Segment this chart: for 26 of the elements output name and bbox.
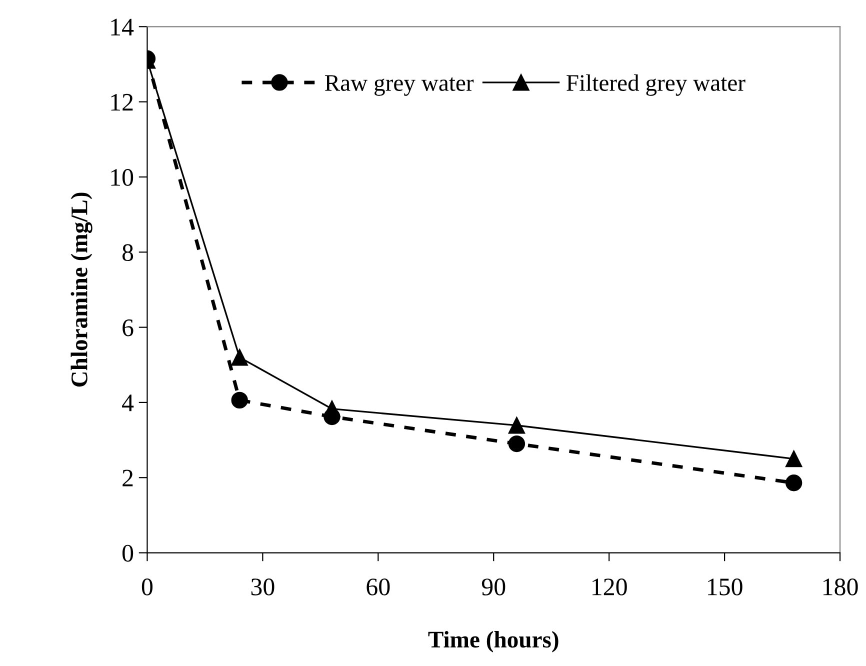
y-tick-label: 8: [122, 244, 134, 262]
x-tick-label: 60: [366, 578, 390, 596]
y-tick-label: 10: [111, 169, 134, 186]
point: [786, 474, 802, 492]
x-tick-label: 0: [142, 578, 153, 596]
x-tick-label: 120: [592, 578, 627, 596]
point: [508, 417, 526, 434]
legend-label: Raw grey water: [325, 75, 474, 96]
y-tick-label: 2: [122, 470, 133, 486]
y-tick-label: 6: [122, 319, 134, 336]
x-tick-label: 180: [823, 578, 858, 596]
x-tick-label: 150: [708, 578, 742, 596]
point: [324, 408, 340, 426]
y-tick-label: 12: [111, 94, 133, 110]
point: [786, 450, 802, 468]
y-axis-title: Chloramine (mg/L): [70, 192, 92, 387]
x-axis-title: Time (hours): [428, 631, 558, 652]
legend-label: Filtered grey water: [566, 74, 746, 96]
point: [231, 349, 248, 366]
y-tick-label: 0: [122, 544, 134, 562]
x-tick-label: 30: [251, 578, 274, 596]
x-tick-label: 90: [482, 578, 506, 596]
point: [231, 392, 248, 409]
point: [508, 435, 526, 452]
y-tick-label: 4: [122, 394, 134, 412]
y-tick-label: 14: [111, 18, 134, 36]
